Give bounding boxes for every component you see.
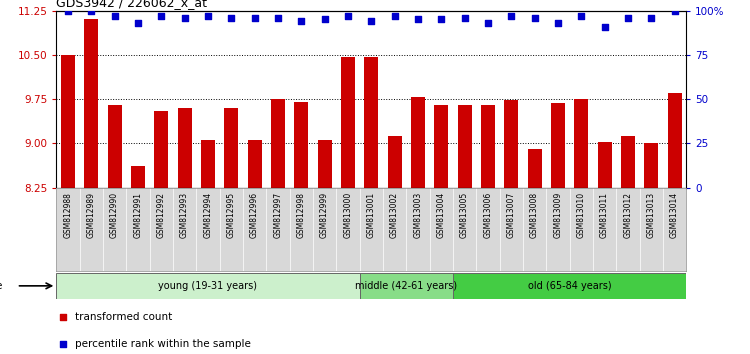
Point — [458, 15, 470, 21]
Text: GSM812997: GSM812997 — [274, 192, 283, 238]
Bar — [364, 57, 378, 188]
Text: GSM812996: GSM812996 — [250, 192, 259, 238]
Bar — [61, 55, 75, 188]
Point — [248, 15, 260, 21]
Bar — [294, 102, 308, 188]
Point — [622, 15, 634, 21]
Bar — [621, 136, 635, 188]
Point — [365, 18, 377, 24]
Bar — [458, 105, 472, 188]
Bar — [434, 105, 448, 188]
Bar — [504, 100, 518, 188]
Text: GSM812992: GSM812992 — [157, 192, 166, 238]
Bar — [644, 143, 658, 188]
Text: GSM813013: GSM813013 — [646, 192, 656, 238]
Point — [668, 8, 680, 13]
Text: GSM813011: GSM813011 — [600, 192, 609, 238]
Bar — [411, 97, 425, 188]
Point — [202, 13, 214, 19]
Point — [435, 17, 447, 22]
Bar — [56, 273, 359, 299]
Point — [178, 15, 190, 21]
Text: GSM813014: GSM813014 — [670, 192, 679, 238]
Point — [109, 13, 121, 19]
Text: GSM813006: GSM813006 — [484, 192, 493, 238]
Point — [319, 17, 331, 22]
Point — [132, 20, 144, 26]
Point — [296, 18, 307, 24]
Bar — [317, 141, 332, 188]
Bar — [551, 103, 565, 188]
Text: percentile rank within the sample: percentile rank within the sample — [75, 339, 251, 349]
Point — [388, 13, 400, 19]
Text: GSM812991: GSM812991 — [134, 192, 142, 238]
Text: middle (42-61 years): middle (42-61 years) — [356, 281, 458, 291]
Text: GSM813002: GSM813002 — [390, 192, 399, 238]
Text: GSM812994: GSM812994 — [203, 192, 212, 238]
Bar — [154, 111, 168, 188]
Point — [86, 8, 98, 13]
Point — [62, 8, 74, 13]
Text: GSM812995: GSM812995 — [226, 192, 236, 238]
Point — [342, 13, 354, 19]
Text: GDS3942 / 226062_x_at: GDS3942 / 226062_x_at — [56, 0, 207, 10]
Bar — [341, 57, 355, 188]
Point — [598, 24, 610, 29]
Point — [155, 13, 167, 19]
Bar — [131, 166, 145, 188]
Text: GSM813005: GSM813005 — [460, 192, 469, 238]
Bar — [224, 108, 238, 188]
Point — [552, 20, 564, 26]
Bar — [598, 142, 611, 188]
Text: GSM813001: GSM813001 — [367, 192, 376, 238]
Bar — [481, 105, 495, 188]
Text: age: age — [0, 281, 2, 291]
Text: GSM813010: GSM813010 — [577, 192, 586, 238]
Bar — [178, 108, 191, 188]
Bar — [388, 136, 401, 188]
Text: GSM813000: GSM813000 — [344, 192, 352, 238]
Text: GSM812993: GSM812993 — [180, 192, 189, 238]
Text: GSM812999: GSM812999 — [320, 192, 329, 238]
Text: GSM813004: GSM813004 — [436, 192, 445, 238]
Bar — [107, 105, 122, 188]
Text: GSM813003: GSM813003 — [413, 192, 422, 238]
Point — [575, 13, 587, 19]
Text: GSM813012: GSM813012 — [623, 192, 632, 238]
Point — [412, 17, 424, 22]
Bar — [84, 19, 98, 188]
Text: GSM812998: GSM812998 — [297, 192, 306, 238]
Text: GSM812988: GSM812988 — [64, 192, 73, 238]
Text: old (65-84 years): old (65-84 years) — [528, 281, 611, 291]
Bar — [453, 273, 686, 299]
Bar — [359, 273, 453, 299]
Text: GSM813007: GSM813007 — [507, 192, 516, 238]
Point — [482, 20, 494, 26]
Text: GSM813008: GSM813008 — [530, 192, 539, 238]
Bar — [201, 141, 215, 188]
Point — [645, 15, 657, 21]
Point — [506, 13, 518, 19]
Point — [225, 15, 237, 21]
Text: young (19-31 years): young (19-31 years) — [158, 281, 257, 291]
Bar — [271, 99, 285, 188]
Point — [422, 236, 434, 242]
Bar — [527, 149, 542, 188]
Point — [272, 15, 284, 21]
Bar — [248, 141, 262, 188]
Bar — [574, 99, 588, 188]
Text: GSM812990: GSM812990 — [110, 192, 119, 238]
Text: GSM813009: GSM813009 — [554, 192, 562, 238]
Text: GSM812989: GSM812989 — [87, 192, 96, 238]
Bar — [668, 93, 682, 188]
Text: transformed count: transformed count — [75, 312, 172, 322]
Point — [529, 15, 541, 21]
